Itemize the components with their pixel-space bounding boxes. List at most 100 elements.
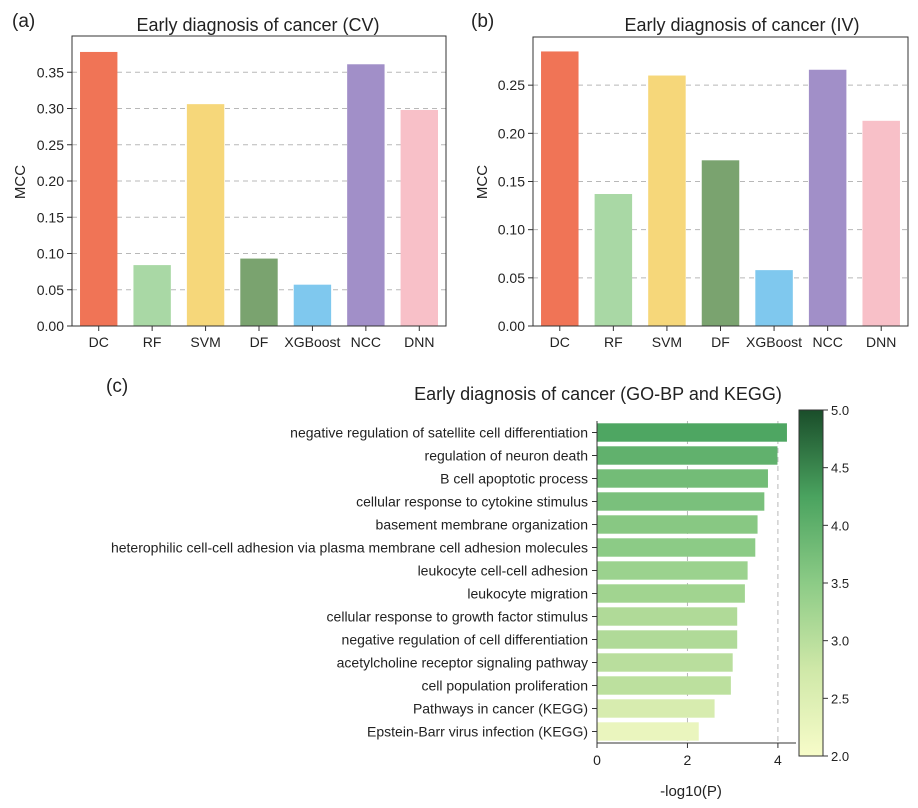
panel-a-xtick-ncc: NCC bbox=[351, 334, 381, 350]
panel-a-bar-df bbox=[240, 258, 278, 326]
panel-a-xtick-svm: SVM bbox=[190, 334, 220, 350]
panel-c-bar-heterophilic-cell-cell-adhesion-via-plasma-membrane-cell-adhesion-molecules bbox=[597, 538, 756, 557]
panel-b-ylabel: MCC bbox=[474, 165, 491, 199]
panel-a-ylabel: MCC bbox=[12, 165, 29, 199]
panel-c-bar-cell-population-proliferation bbox=[597, 676, 731, 695]
panel-c-bar-leukocyte-cell-cell-adhesion bbox=[597, 561, 748, 580]
panel-b-bar-dc bbox=[541, 51, 579, 326]
panel-a-bar-rf bbox=[133, 265, 171, 326]
panel-b-ytick-label: 0.00 bbox=[498, 318, 525, 334]
panel-c: (c) Early diagnosis of cancer (GO-BP and… bbox=[106, 376, 849, 800]
panel-b-tag: (b) bbox=[471, 11, 494, 32]
panel-c-bar-epstein-barr-virus-infection-kegg bbox=[597, 722, 699, 741]
panel-b-title: Early diagnosis of cancer (IV) bbox=[624, 15, 859, 35]
panel-a-plot: 0.00 0.05 0.10 0.15 0.20 0.25 0.30 0.35 DC RF SVM D… bbox=[37, 35, 447, 350]
panel-b: (b) Early diagnosis of cancer (IV) MCC 0… bbox=[471, 11, 909, 350]
panel-c-bar-leukocyte-migration bbox=[597, 584, 745, 603]
panel-a-tag: (a) bbox=[12, 11, 35, 32]
panel-c-title: Early diagnosis of cancer (GO-BP and KEG… bbox=[414, 384, 782, 404]
panel-b-xtick-dc: DC bbox=[550, 334, 570, 350]
panel-c-xlabel: -log10(P) bbox=[660, 783, 722, 800]
panel-c-term-label: leukocyte migration bbox=[467, 586, 588, 602]
panel-a-ytick-label: 0.25 bbox=[37, 137, 64, 153]
colorbar-tick-label: 3.5 bbox=[831, 576, 849, 591]
panel-c-xtick-label: 4 bbox=[774, 752, 782, 768]
panel-c-term-label: regulation of neuron death bbox=[425, 448, 588, 464]
colorbar-tick-label: 4.5 bbox=[831, 461, 849, 476]
panel-b-xtick-dnn: DNN bbox=[866, 334, 896, 350]
panel-b-plot: 0.00 0.05 0.10 0.15 0.20 0.25 DC RF SVM DF XGBoost… bbox=[498, 36, 909, 350]
panel-c-term-label: cellular response to growth factor stimu… bbox=[327, 609, 588, 625]
panel-b-axes-frame bbox=[532, 36, 909, 327]
panel-c-bar-b-cell-apoptotic-process bbox=[597, 469, 768, 488]
panel-b-xtick-rf: RF bbox=[604, 334, 623, 350]
panel-c-bar-cellular-response-to-cytokine-stimulus bbox=[597, 492, 765, 511]
panel-c-bar-regulation-of-neuron-death bbox=[597, 446, 778, 465]
panel-b-ytick-label: 0.25 bbox=[498, 77, 525, 93]
panel-b-ytick-label: 0.05 bbox=[498, 270, 525, 286]
panel-b-xtick-ncc: NCC bbox=[812, 334, 842, 350]
panel-c-term-label: Pathways in cancer (KEGG) bbox=[413, 701, 588, 717]
panel-c-term-label: Epstein-Barr virus infection (KEGG) bbox=[367, 724, 588, 740]
panel-b-bar-svm bbox=[648, 75, 686, 327]
panel-b-ytick-label: 0.10 bbox=[498, 222, 525, 238]
panel-c-term-label: acetylcholine receptor signaling pathway bbox=[337, 655, 588, 671]
panel-c-term-label: leukocyte cell-cell adhesion bbox=[418, 563, 588, 579]
panel-c-xtick-label: 0 bbox=[593, 752, 601, 768]
panel-b-xtick-df: DF bbox=[711, 334, 730, 350]
panel-a-ytick-label: 0.15 bbox=[37, 209, 64, 225]
panel-a-ytick-label: 0.10 bbox=[37, 246, 64, 262]
panel-a-bar-svm bbox=[186, 104, 225, 327]
panel-a-bar-xgboost bbox=[293, 284, 332, 326]
panel-a-axes-frame bbox=[71, 35, 447, 327]
panel-a-xtick-df: DF bbox=[250, 334, 269, 350]
colorbar: 2.0 2.5 3.0 3.5 4.0 4.5 5.0 bbox=[798, 403, 849, 764]
panel-c-plot: negative regulation of satellite cell di… bbox=[111, 421, 796, 768]
panel-a-ytick-label: 0.05 bbox=[37, 282, 64, 298]
panel-a-ytick-label: 0.35 bbox=[37, 64, 64, 80]
panel-c-tag: (c) bbox=[106, 376, 128, 397]
panel-c-term-label: B cell apoptotic process bbox=[440, 471, 588, 487]
panel-c-bar-acetylcholine-receptor-signaling-pathway bbox=[597, 653, 733, 672]
panel-b-bar-rf bbox=[594, 194, 633, 326]
panel-a-bar-dnn bbox=[400, 109, 438, 326]
panel-a: (a) Early diagnosis of cancer (CV) MCC 0… bbox=[12, 11, 447, 350]
panel-a-ytick-label: 0.00 bbox=[37, 318, 64, 334]
colorbar-tick-label: 5.0 bbox=[831, 403, 849, 418]
panel-c-bar-basement-membrane-organization bbox=[597, 515, 758, 534]
panel-a-ytick-label: 0.30 bbox=[37, 101, 64, 117]
panel-b-bar-dnn bbox=[862, 120, 900, 326]
panel-a-xtick-dc: DC bbox=[89, 334, 109, 350]
panel-c-term-label: basement membrane organization bbox=[376, 517, 588, 533]
panel-c-term-label: negative regulation of cell differentiat… bbox=[342, 632, 588, 648]
panel-a-title: Early diagnosis of cancer (CV) bbox=[136, 15, 379, 35]
panel-c-term-label: negative regulation of satellite cell di… bbox=[290, 425, 588, 441]
panel-a-xtick-xgboost: XGBoost bbox=[284, 334, 340, 350]
panel-c-term-label: cellular response to cytokine stimulus bbox=[356, 494, 588, 510]
panel-b-xtick-xgboost: XGBoost bbox=[746, 334, 802, 350]
panel-c-term-label: heterophilic cell-cell adhesion via plas… bbox=[111, 540, 588, 556]
colorbar-tick-label: 2.5 bbox=[831, 691, 849, 706]
panel-a-bar-dc bbox=[80, 51, 118, 326]
panel-a-xtick-dnn: DNN bbox=[404, 334, 434, 350]
panel-b-ytick-label: 0.15 bbox=[498, 174, 525, 190]
panel-c-bar-negative-regulation-of-satellite-cell-differentiation bbox=[597, 423, 787, 442]
panel-b-xtick-svm: SVM bbox=[652, 334, 682, 350]
panel-a-ytick-label: 0.20 bbox=[37, 173, 64, 189]
panel-c-bar-cellular-response-to-growth-factor-stimulus bbox=[597, 607, 738, 626]
panel-b-bar-ncc bbox=[808, 69, 847, 327]
panel-c-bar-negative-regulation-of-cell-differentiation bbox=[597, 630, 738, 649]
panel-b-ytick-label: 0.20 bbox=[498, 125, 525, 141]
colorbar-tick-label: 3.0 bbox=[831, 634, 849, 649]
panel-c-bar-pathways-in-cancer-kegg bbox=[597, 699, 715, 718]
panel-a-bar-ncc bbox=[347, 64, 385, 327]
colorbar-tick-label: 2.0 bbox=[831, 749, 849, 764]
panel-c-xtick-label: 2 bbox=[684, 752, 692, 768]
panel-c-term-label: cell population proliferation bbox=[421, 678, 588, 694]
panel-b-bar-xgboost bbox=[755, 270, 793, 326]
panel-b-bar-df bbox=[701, 160, 740, 326]
panel-a-xtick-rf: RF bbox=[143, 334, 162, 350]
colorbar-tick-label: 4.0 bbox=[831, 518, 849, 533]
colorbar-gradient bbox=[798, 409, 824, 757]
